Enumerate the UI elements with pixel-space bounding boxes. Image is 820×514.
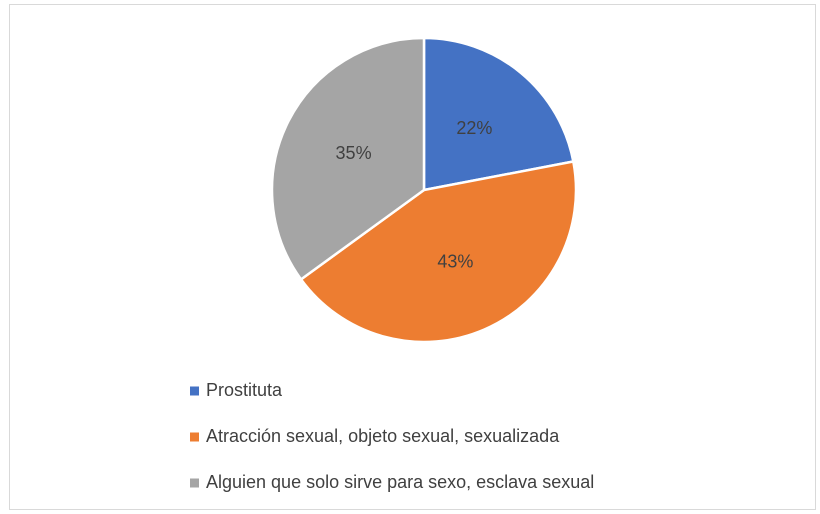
pie-slice: [299, 160, 578, 344]
data-label: 35%: [336, 143, 372, 163]
legend-marker: [190, 432, 199, 442]
legend-marker: [190, 386, 199, 396]
pie-slice: [422, 36, 575, 192]
pie-slice: [270, 36, 426, 282]
data-label: 43%: [437, 251, 473, 271]
legend-marker: [190, 478, 199, 488]
legend-entry: Alguien que solo sirve para sexo, esclav…: [206, 472, 594, 492]
legend-entry: Atracción sexual, objeto sexual, sexuali…: [206, 426, 560, 446]
data-label: 22%: [456, 118, 492, 138]
legend-entry: Prostituta: [206, 380, 283, 400]
